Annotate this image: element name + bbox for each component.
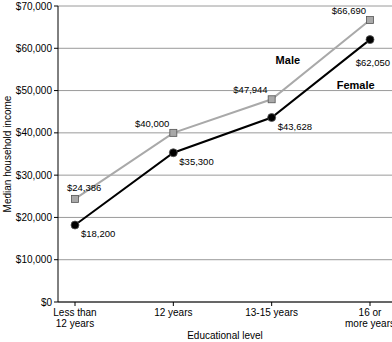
x-axis-label: Educational level (187, 330, 263, 341)
y-tick (54, 90, 58, 91)
series-line (75, 20, 370, 199)
marker (169, 149, 177, 157)
y-tick-label: $70,000 (16, 1, 53, 12)
labels: $24,386 $40,000 $47,944 $66,690 Male $18,200 $… (67, 5, 390, 239)
x-axis (58, 302, 392, 303)
grid (58, 6, 392, 302)
grid-line (58, 48, 392, 49)
y-tick-label: $50,000 (16, 85, 53, 96)
y-tick-label: $30,000 (16, 170, 53, 181)
marker (170, 129, 177, 136)
y-tick (54, 6, 58, 7)
y-tick (54, 302, 58, 303)
plot-area (71, 16, 374, 229)
y-tick-label: $60,000 (16, 43, 53, 54)
series-line (75, 40, 370, 225)
marker (268, 114, 276, 122)
y-tick (54, 175, 58, 176)
grid-line (58, 259, 392, 260)
data-label: $24,386 (67, 182, 101, 193)
x-tick-label: 13-15 years (245, 307, 298, 318)
y-tick-label: $20,000 (16, 212, 53, 223)
x-tick (370, 302, 371, 306)
x-tick-label: Less than12 years (53, 307, 96, 329)
data-label: $47,944 (233, 84, 267, 95)
x-tick-label: 12 years (154, 307, 192, 318)
data-label: $62,050 (356, 57, 390, 68)
data-label: $66,690 (332, 5, 366, 16)
y-tick (54, 48, 58, 49)
marker (366, 36, 374, 44)
marker (367, 16, 374, 23)
y-tick (54, 217, 58, 218)
grid-line (58, 302, 392, 303)
y-axis-label: Median household income (2, 95, 13, 212)
y-tick-label: $0 (41, 297, 53, 308)
series-name: Male (276, 54, 300, 66)
marker (72, 195, 79, 202)
y-axis (58, 6, 59, 302)
data-label: $40,000 (135, 118, 169, 129)
x-tick-label: 16 ormore years (345, 307, 392, 329)
series-name: Female (337, 79, 375, 91)
x-tick (271, 302, 272, 306)
grid-line (58, 217, 392, 218)
x-tick (173, 302, 174, 306)
marker (268, 96, 275, 103)
y-tick (54, 259, 58, 260)
y-tick-label: $10,000 (16, 254, 53, 265)
data-label: $35,300 (179, 156, 213, 167)
chart: $0 $10,000 $20,000 $30,000 $40,000 $50,000 $60… (0, 0, 392, 342)
data-label: $18,200 (81, 228, 115, 239)
y-tick-label: $40,000 (16, 127, 53, 138)
data-label: $43,628 (278, 121, 312, 132)
y-tick (54, 132, 58, 133)
marker (71, 221, 79, 229)
x-tick (75, 302, 76, 306)
